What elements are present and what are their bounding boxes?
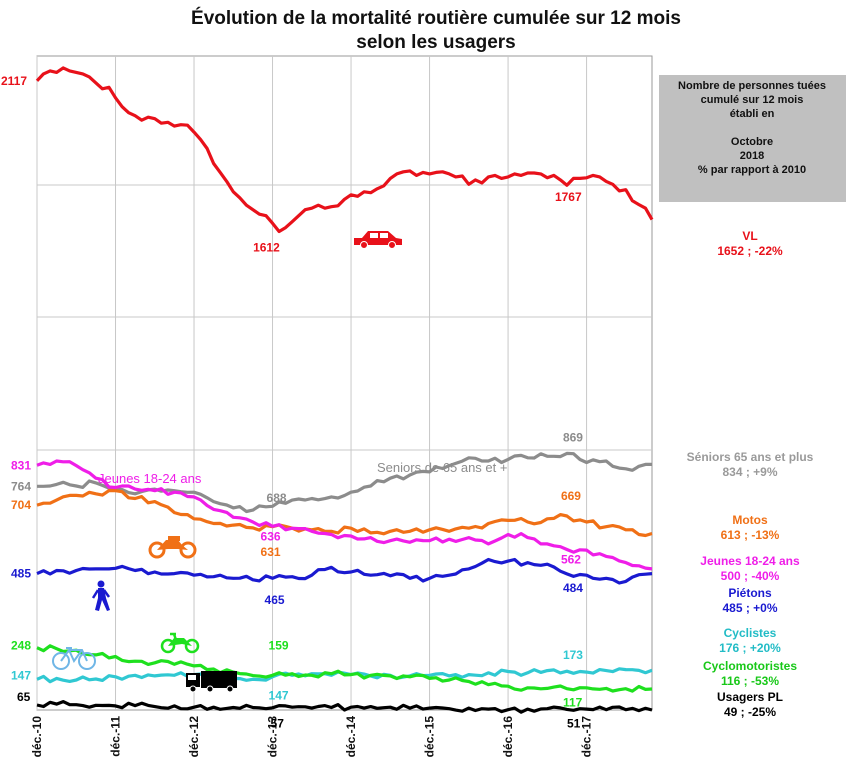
data-label-cyclomotoristes: 159 (269, 639, 289, 653)
data-label-seniors: 688 (267, 491, 287, 505)
inline-label-seniors: Seniors de 65 ans et + (377, 460, 507, 475)
x-tick-label: déc.-11 (109, 716, 123, 757)
legend-name-jeunes: Jeunes 18-24 ans (700, 554, 800, 568)
info-box-line: % par rapport à 2010 (698, 164, 806, 176)
chart-title-line2: selon les usagers (356, 32, 515, 53)
series-line-cyclomotoristes (36, 644, 653, 693)
x-tick-label: déc.-10 (30, 716, 44, 758)
car-icon (354, 231, 402, 249)
legend-name-motos: Motos (732, 513, 768, 527)
x-tick-label: déc.-17 (580, 716, 594, 758)
inline-label-jeunes: Jeunes 18-24 ans (98, 471, 202, 486)
data-label-vl: 1767 (555, 190, 582, 204)
data-label-pl: 65 (17, 690, 31, 704)
data-label-pietons: 484 (563, 581, 583, 595)
series-line-pietons (36, 557, 653, 585)
data-label-motos: 704 (11, 498, 31, 512)
data-label-vl: 2117 (1, 74, 27, 88)
info-box-line: cumulé sur 12 mois (701, 94, 804, 106)
moped-icon (160, 632, 200, 654)
series-line-pl (36, 700, 653, 714)
x-tick-label: déc.-14 (344, 716, 358, 758)
legend-value-cyclomotoristes: 116 ; -53% (721, 674, 779, 688)
series-line-seniors (37, 451, 652, 514)
info-box-line: Octobre (731, 136, 773, 148)
data-label-vl: 1612 (253, 241, 280, 255)
legend-name-pl: Usagers PL (717, 690, 783, 704)
data-label-cyclistes: 147 (269, 688, 289, 702)
series-line-jeunes (36, 459, 653, 571)
legend-value-seniors: 834 ; +9% (722, 465, 777, 479)
legend-name-pietons: Piétons (728, 586, 772, 600)
legend-value-vl: 1652 ; -22% (717, 244, 783, 258)
legend-name-cyclistes: Cyclistes (724, 626, 777, 640)
data-label-pl: 51 (567, 716, 581, 730)
legend-value-cyclistes: 176 ; +20% (719, 641, 781, 655)
data-label-cyclistes: 173 (563, 648, 583, 662)
motorcycle-icon (148, 536, 197, 559)
series-lines (35, 66, 654, 714)
data-label-cyclomotoristes: 117 (563, 696, 583, 710)
bicycle-icon (52, 647, 96, 670)
info-box-line: Nombre de personnes tuées (678, 80, 826, 92)
data-label-jeunes: 562 (561, 552, 581, 566)
legend-name-vl: VL (742, 229, 757, 243)
grid (36, 55, 653, 711)
data-label-jeunes: 636 (261, 529, 281, 543)
data-label-pl: 57 (271, 716, 285, 730)
legend-value-jeunes: 500 ; -40% (721, 569, 780, 583)
data-label-pietons: 485 (11, 567, 31, 581)
legend-name-seniors: Séniors 65 ans et plus (687, 450, 814, 464)
x-tick-label: déc.-15 (423, 716, 437, 758)
legend-name-cyclomotoristes: Cyclomotoristes (703, 659, 797, 673)
data-label-motos: 631 (261, 545, 281, 559)
truck-icon (186, 671, 237, 693)
info-box-line: 2018 (740, 150, 764, 162)
pedestrian-icon (91, 580, 111, 611)
x-tick-label: déc.-13 (266, 716, 280, 758)
series-annotations: 2117 1612 1767 764 688 869 704 631 669 831 636 562 4… (1, 74, 583, 731)
legend-value-motos: 613 ; -13% (721, 528, 780, 542)
x-tick-label: déc.-16 (501, 716, 515, 758)
legend-value-pl: 49 ; -25% (724, 705, 776, 719)
data-label-seniors: 764 (11, 479, 31, 493)
legend-value-pietons: 485 ; +0% (722, 601, 777, 615)
data-label-cyclistes: 147 (11, 668, 31, 682)
data-label-seniors: 869 (563, 430, 583, 444)
x-tick-label: déc.-12 (187, 716, 201, 758)
series-line-vl (35, 66, 654, 234)
data-label-motos: 669 (561, 489, 581, 503)
info-box: Nombre de personnes tuées cumulé sur 12 m… (659, 75, 846, 202)
info-box-line: établi en (730, 108, 775, 120)
data-label-cyclomotoristes: 248 (11, 639, 31, 653)
data-label-pietons: 465 (265, 593, 285, 607)
data-label-jeunes: 831 (11, 458, 31, 472)
series-line-motos (36, 489, 653, 538)
x-axis-ticks: déc.-10 déc.-11 déc.-12 déc.-13 déc.-14 déc.-… (30, 716, 594, 758)
chart-title-line1: Évolution de la mortalité routière cumul… (191, 7, 681, 29)
